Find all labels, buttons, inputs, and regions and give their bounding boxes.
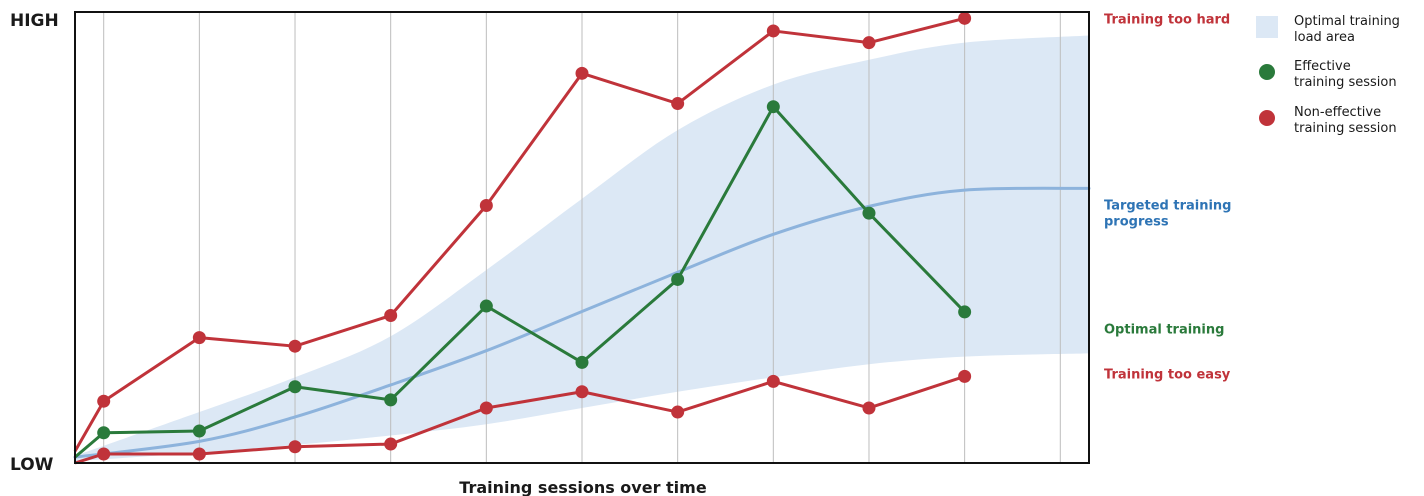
point-training-too-easy-6 bbox=[575, 385, 589, 399]
point-training-too-hard-5 bbox=[479, 198, 493, 212]
y-tick-high: HIGH bbox=[10, 11, 59, 31]
annotation-2-line-0: Optimal training bbox=[1104, 323, 1224, 338]
point-training-too-easy-10 bbox=[958, 369, 972, 383]
point-training-too-easy-5 bbox=[479, 401, 493, 415]
line-targeted-training-progress bbox=[73, 186, 1091, 459]
point-training-too-easy-3 bbox=[288, 440, 302, 454]
point-training-too-hard-1 bbox=[97, 394, 111, 408]
point-training-too-hard-4 bbox=[384, 309, 398, 323]
point-optimal-training-8 bbox=[766, 100, 780, 114]
legend-label-1: Effective training session bbox=[1294, 59, 1397, 90]
point-optimal-training-9 bbox=[862, 206, 876, 220]
x-axis-label: Training sessions over time bbox=[459, 478, 707, 496]
line-annotations: Training too hard Targeted training progre… bbox=[1104, 12, 1232, 382]
legend-label-0-line-1: load area bbox=[1294, 30, 1355, 45]
point-training-too-hard-9 bbox=[862, 36, 876, 50]
legend-label-2: Non-effective training session bbox=[1294, 105, 1397, 136]
annotation-3-line-0: Training too easy bbox=[1104, 367, 1231, 382]
point-training-too-hard-6 bbox=[575, 66, 589, 80]
series-points bbox=[97, 11, 972, 461]
plot-frame bbox=[74, 11, 1090, 464]
vertical-grid bbox=[103, 12, 1061, 463]
point-training-too-easy-7 bbox=[671, 405, 685, 419]
annotation-1-line-0: Targeted training bbox=[1104, 199, 1232, 214]
annotation-1-line-1: progress bbox=[1104, 215, 1169, 230]
legend-label-0: Optimal training load area bbox=[1294, 14, 1400, 45]
point-optimal-training-5 bbox=[479, 299, 493, 313]
point-optimal-training-3 bbox=[288, 380, 302, 394]
annotation-0: Training too hard bbox=[1104, 12, 1230, 27]
point-optimal-training-1 bbox=[97, 426, 111, 440]
point-training-too-hard-7 bbox=[671, 97, 685, 111]
point-training-too-hard-8 bbox=[766, 24, 780, 38]
legend-label-2-line-0: Non-effective bbox=[1294, 105, 1381, 120]
point-optimal-training-2 bbox=[192, 424, 206, 438]
legend-label-0-line-0: Optimal training bbox=[1294, 14, 1400, 29]
legend-swatch-band bbox=[1256, 16, 1278, 38]
point-optimal-training-6 bbox=[575, 355, 589, 369]
point-training-too-easy-9 bbox=[862, 401, 876, 415]
point-optimal-training-4 bbox=[384, 393, 398, 407]
legend-label-1-line-1: training session bbox=[1294, 75, 1397, 90]
annotation-1: Targeted training progress bbox=[1104, 199, 1232, 230]
point-training-too-easy-4 bbox=[384, 437, 398, 451]
point-training-too-easy-1 bbox=[97, 447, 111, 461]
legend-label-1-line-0: Effective bbox=[1294, 59, 1351, 74]
point-training-too-easy-2 bbox=[192, 447, 206, 461]
point-training-too-hard-2 bbox=[192, 331, 206, 345]
y-tick-low: LOW bbox=[10, 455, 54, 475]
annotation-0-line-0: Training too hard bbox=[1104, 12, 1230, 27]
legend-label-2-line-1: training session bbox=[1294, 121, 1397, 136]
annotation-3: Training too easy bbox=[1104, 367, 1231, 382]
legend-swatch-2 bbox=[1259, 110, 1275, 126]
point-training-too-hard-3 bbox=[288, 339, 302, 353]
legend-swatch-1 bbox=[1259, 64, 1275, 80]
point-training-too-easy-8 bbox=[766, 374, 780, 388]
point-training-too-hard-10 bbox=[958, 11, 972, 25]
point-optimal-training-7 bbox=[671, 272, 685, 286]
point-optimal-training-10 bbox=[958, 305, 972, 319]
annotation-2: Optimal training bbox=[1104, 323, 1224, 338]
